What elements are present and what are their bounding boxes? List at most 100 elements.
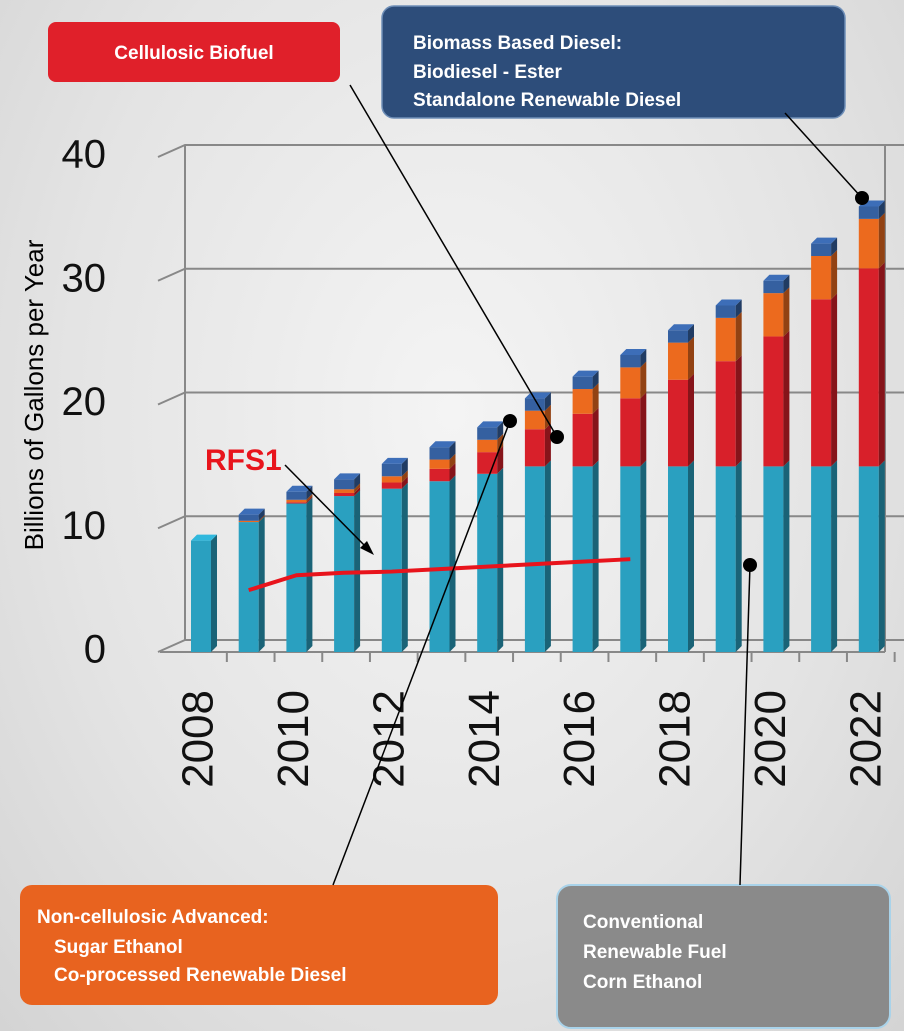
leader-dot [503,414,517,428]
bar-segment [811,466,832,652]
bar-segment [286,502,307,504]
bar-segment [477,427,498,440]
bar-segment [429,481,450,652]
y-tick-label: 40 [62,133,107,177]
bar-side [592,383,599,414]
bar-side [831,250,838,300]
bar-segment [524,466,545,652]
bar-top [668,324,694,331]
bar-segment [429,447,450,460]
bar-side [354,483,361,493]
bar-side [449,475,456,652]
bar-side [354,473,361,490]
bar-segment [811,256,832,300]
bar-segment [334,479,355,490]
grid-line [157,144,904,158]
bar-side [306,485,313,500]
x-tick-label: 2018 [651,690,700,788]
bar-side [640,392,647,467]
bar-side [878,200,885,219]
bar-segment [381,482,402,489]
bar-segment [668,342,688,380]
bar-segment [524,410,545,430]
x-tick-label: 2010 [269,690,318,788]
bar-side [497,446,504,474]
bar-segment [286,491,307,500]
callout-text: Non-cellulosic Advanced: [37,907,269,928]
bar-segment [238,520,259,523]
bar-side [306,496,313,504]
bar-side [401,482,408,652]
arrow-line [284,464,369,550]
bar-segment [715,305,736,318]
bar-side [258,514,265,523]
bar-segment [572,389,593,414]
bar-segment [381,476,402,483]
bar-side [449,462,456,482]
bar-top [477,421,504,428]
bar-side [449,453,456,469]
callout-text: Renewable Fuel [583,942,727,963]
bar-segment [668,330,688,343]
bar-side [735,311,742,362]
bar-segment [429,468,450,482]
leader-dot [855,191,869,205]
leader-line [332,420,511,886]
bar-side [497,467,504,652]
x-tick-label: 2020 [746,690,795,788]
bar-side [783,460,790,652]
callout-text: Sugar Ethanol [54,937,183,958]
bar-side [640,349,647,368]
bar-top [238,508,265,515]
callout-box [48,22,340,82]
bar-segment [620,367,641,399]
leader-line [784,112,863,199]
bar-side [592,460,599,652]
bar-segment [858,218,879,269]
bar-segment [858,206,879,219]
grid-line [157,639,904,653]
y-axis-label: Billions of Gallons per Year [19,239,49,550]
bar-side [688,460,694,652]
bar-top [572,370,599,377]
bar-side [449,441,456,460]
bar-segment [620,398,641,467]
bar-segment [668,379,688,467]
y-tick-label: 10 [62,504,107,548]
bar-side [640,460,647,652]
bar-segment [715,317,736,362]
bar-side [497,421,504,440]
callout-text: Conventional [583,912,703,933]
bar-side [783,287,790,337]
leader-dot [550,430,564,444]
bar-side [735,355,742,467]
x-tick-label: 2022 [841,690,890,788]
grid-line [157,267,904,282]
bar-segment [286,499,307,503]
bar-segment [715,361,736,467]
bar-side [401,470,408,483]
x-tick-label: 2008 [174,690,223,788]
arrow-head [360,541,374,555]
bar-segment [858,466,879,652]
bar-segment [191,540,211,652]
grid-line [157,515,904,530]
bar-side [544,460,551,652]
leader-line [739,564,751,886]
y-tick-label: 20 [62,380,107,424]
bar-side [258,508,265,521]
callout-text: Co-processed Renewable Diesel [54,965,347,986]
bar-segment [286,503,307,652]
bar-side [831,293,838,467]
bar-segment [572,376,593,390]
bar-side [688,336,694,380]
bar-top [715,299,742,306]
bar-side [688,373,694,467]
bar-side [783,274,790,294]
bar-side [878,262,885,467]
bar-side [688,324,694,343]
callout-box [556,884,891,1029]
bar-side [592,407,599,467]
x-tick-label: 2014 [460,690,509,788]
bar-segment [334,489,355,493]
